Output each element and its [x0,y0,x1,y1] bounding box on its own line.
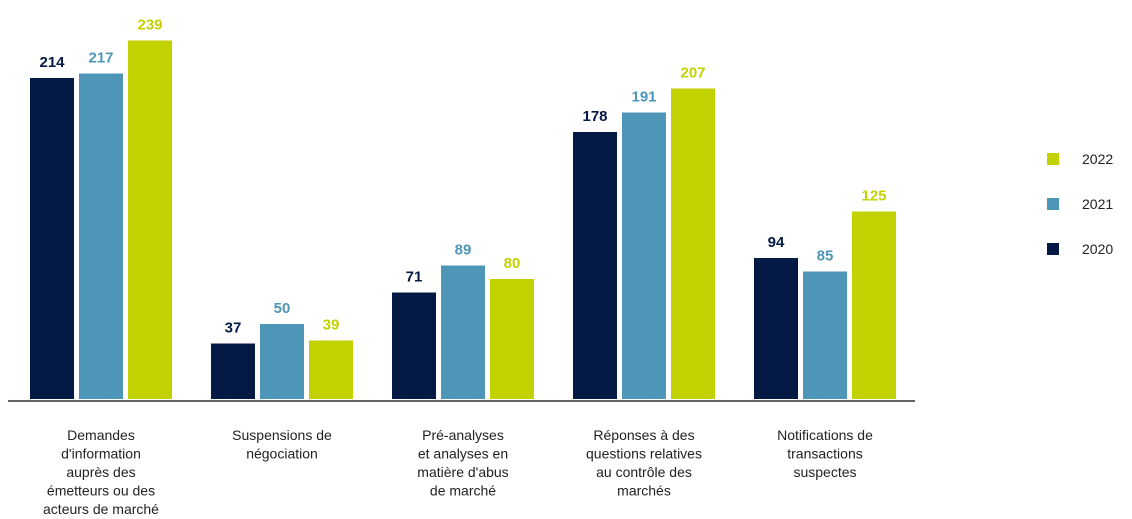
category-labels-group: Demandes d'information auprès des émetteurs… [43,427,873,517]
value-label-2020-3: 178 [582,108,607,125]
bar-2020-2 [392,292,436,399]
legend-swatch-2022 [1047,153,1059,165]
value-label-2022-0: 239 [137,17,162,34]
category-label-3: Réponses à des questions relatives au cont… [586,427,702,499]
legend-label-2022: 2022 [1082,151,1113,167]
value-label-2021-4: 85 [817,248,834,265]
value-labels-group: 214 37 71 178 94 217 50 89 191 85 239 39 80 207 125 [39,17,886,337]
value-label-2022-3: 207 [680,65,705,82]
value-label-2021-1: 50 [274,300,291,317]
bar-2020-0 [30,78,74,399]
legend-swatch-2020 [1047,243,1059,255]
bar-2020-3 [573,132,617,399]
legend-label-2021: 2021 [1082,196,1113,212]
value-label-2021-2: 89 [455,242,472,259]
value-label-2021-3: 191 [631,89,656,106]
category-label-2: Pré-analyses et analyses en matière d'abus… [417,427,508,499]
category-label-4: Notifications de transactions suspectes [777,427,873,480]
bar-2021-3 [622,112,666,399]
bar-2022-0 [128,40,172,399]
bar-2022-4 [852,211,896,399]
bar-2020-4 [754,258,798,399]
bar-2022-1 [309,340,353,399]
bar-2021-4 [803,271,847,399]
legend-swatch-2021 [1047,198,1059,210]
category-label-1: Suspensions de négociation [232,427,332,462]
bar-2022-3 [671,88,715,399]
category-label-0: Demandes d'information auprès des émetteurs… [43,427,159,517]
value-label-2022-1: 39 [323,317,340,334]
bar-2021-2 [441,265,485,399]
value-label-2020-0: 214 [39,54,65,71]
bar-2022-2 [490,279,534,399]
value-label-2020-2: 71 [406,269,423,286]
bar-2021-1 [260,324,304,399]
bar-2020-1 [211,343,255,399]
value-label-2020-1: 37 [225,320,242,337]
legend-label-2020: 2020 [1082,241,1113,257]
value-label-2022-4: 125 [861,188,886,205]
bars-group [30,40,896,399]
value-label-2022-2: 80 [504,255,521,272]
value-label-2020-4: 94 [768,234,785,251]
value-label-2021-0: 217 [88,50,113,67]
legend: 2022 2021 2020 [1047,151,1113,257]
bar-2021-0 [79,73,123,399]
